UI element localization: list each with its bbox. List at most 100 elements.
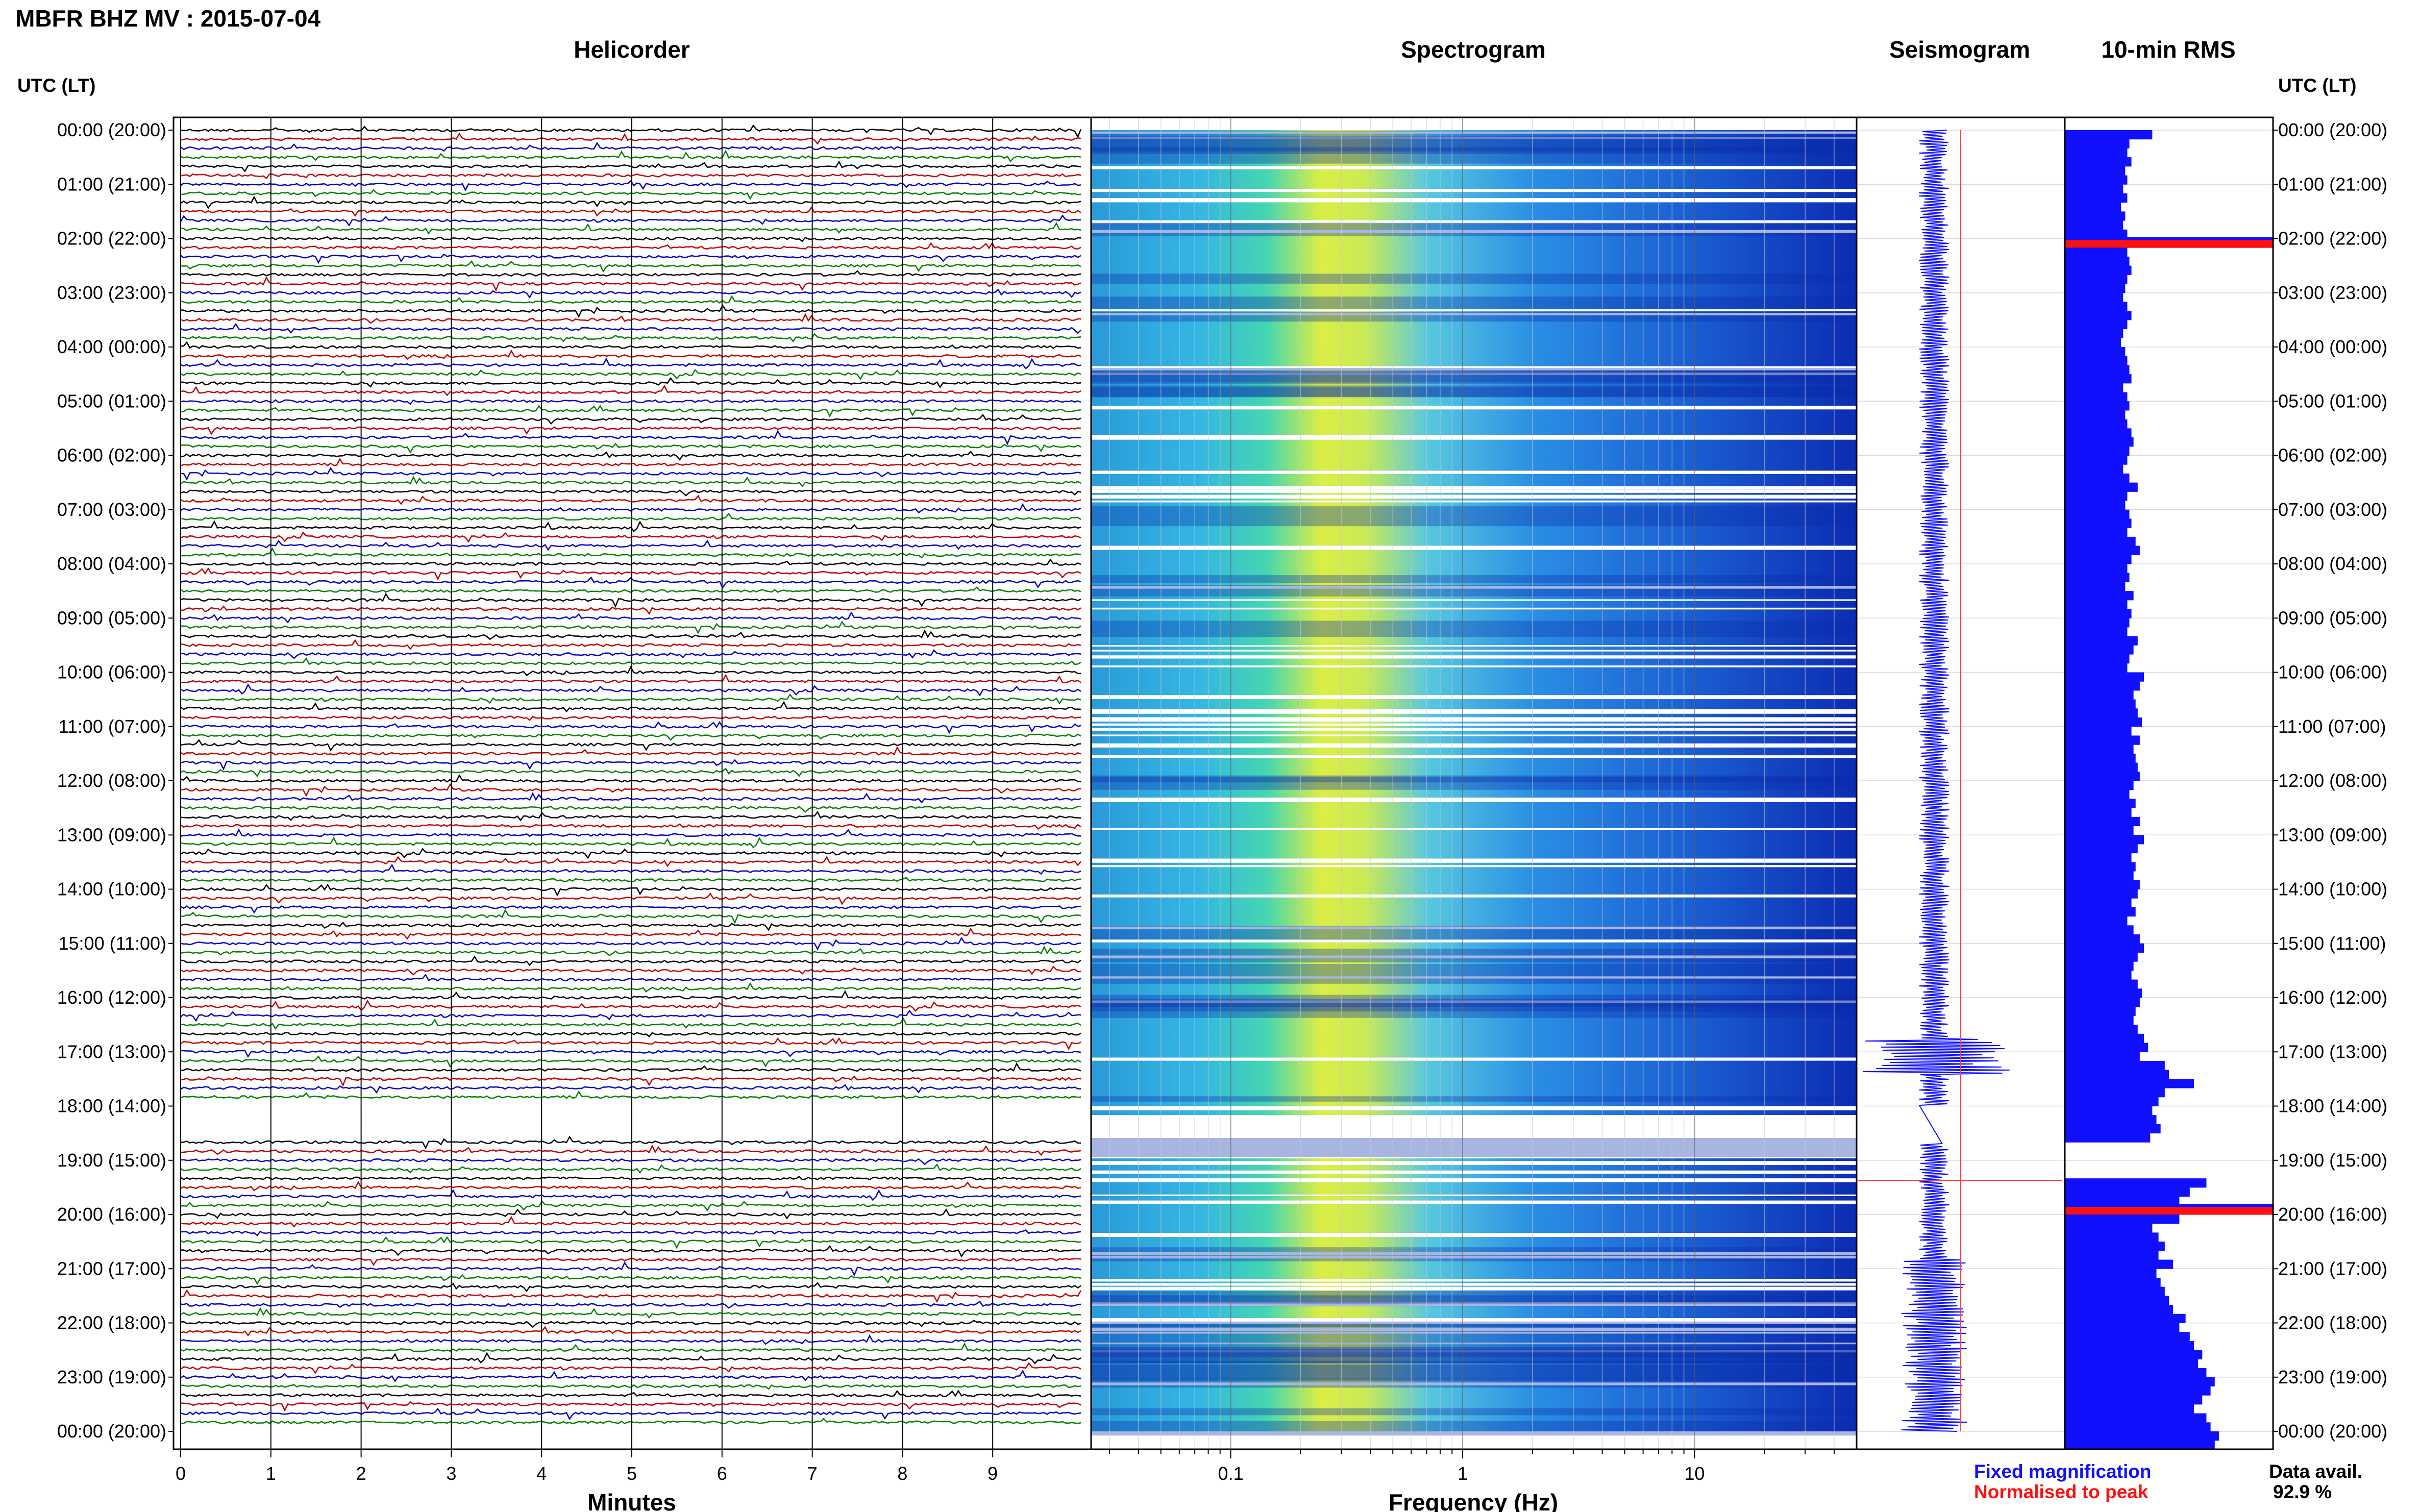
helicorder-trace-row (180, 1300, 1081, 1309)
spectrogram-gap-stripe (1091, 607, 1857, 610)
rms-bar (2065, 1079, 2194, 1088)
spectrogram-gap-stripe (1091, 743, 1857, 748)
spectrogram-gap-stripe (1091, 599, 1857, 601)
spectrogram-gap-stripe (1091, 858, 1857, 863)
helicorder-xtick-2: 2 (356, 1463, 366, 1484)
helicorder-trace-row (180, 1289, 1082, 1303)
time-tick-left-7: 07:00 (03:00) (57, 499, 166, 520)
rms-bar (2065, 302, 2128, 311)
rms-bar (2065, 464, 2124, 474)
spectrogram-band (1091, 949, 1857, 962)
spectrogram-gap-stripe (1091, 755, 1857, 758)
rms-bar (2065, 979, 2138, 989)
spectrogram-band (1091, 575, 1857, 583)
spectrogram-gap-stripe (1091, 1170, 1857, 1174)
spectrogram-gap-stripe (1091, 728, 1857, 731)
spectrogram-band (1091, 274, 1857, 284)
rms-bar (2065, 1196, 2180, 1206)
spectrogram-gap-stripe (1091, 1128, 1857, 1132)
rms-bar (2065, 211, 2126, 221)
helicorder-trace-row (180, 990, 1081, 1000)
spectrogram-gap-stripe (1091, 1302, 1857, 1306)
time-tick-right-14: 14:00 (10:00) (2278, 879, 2387, 900)
spectrogram-band (1091, 147, 1857, 164)
time-tick-right-9: 09:00 (05:00) (2278, 607, 2387, 628)
spectrogram-gap-stripe (1091, 197, 1857, 203)
helicorder-trace-row (180, 1418, 1081, 1425)
helicorder-trace-row (180, 774, 1081, 783)
helicorder-trace-row (180, 936, 1081, 951)
spectrogram-band (1091, 1295, 1857, 1304)
helicorder-trace-row (180, 1188, 1081, 1201)
time-tick-left-14: 14:00 (10:00) (57, 879, 166, 900)
spectrogram-gap-stripe (1091, 894, 1857, 898)
rms-bar (2065, 717, 2142, 727)
rms-bar (2065, 482, 2138, 492)
helicorder-trace-row (180, 982, 1081, 993)
helicorder-trace-row (181, 1384, 1081, 1390)
rms-bar (2065, 175, 2128, 185)
helicorder-trace-row (180, 605, 1081, 615)
rms-bar (2065, 329, 2124, 338)
helicorder-trace-row (180, 746, 1081, 756)
rms-bar (2065, 690, 2134, 700)
spectrogram-gap-stripe (1091, 189, 1857, 192)
spectrogram-gap-stripe (1091, 486, 1857, 489)
time-tick-left-3: 03:00 (23:00) (57, 282, 166, 303)
rms-bar (2065, 410, 2126, 420)
helicorder-trace-row (180, 893, 1081, 905)
helicorder-trace-row (180, 620, 1081, 634)
helicorder-trace-row (180, 494, 1081, 505)
spectrogram-image-bottom (1091, 1158, 1857, 1431)
rms-bar (2065, 853, 2132, 862)
spectrogram-gap-stripe (1091, 1252, 1857, 1256)
helicorder-trace-row (180, 639, 1081, 650)
helicorder-xtick-6: 6 (717, 1463, 727, 1484)
helicorder-trace-row (180, 476, 1081, 487)
legend-normalised-to-peak: Normalised to peak (1974, 1481, 2149, 1502)
time-tick-left-23: 23:00 (19:00) (57, 1367, 166, 1387)
rms-bar (2065, 238, 2273, 248)
helicorder-trace-row (180, 657, 1081, 665)
time-tick-left-8: 08:00 (04:00) (57, 553, 166, 574)
spectrogram-band (1091, 1137, 1857, 1157)
rms-panel (2064, 116, 2274, 1450)
rms-bar (2065, 916, 2128, 926)
helicorder-trace-row (180, 1009, 1081, 1022)
helicorder-trace-row (180, 180, 1081, 192)
spectrogram-band (1091, 1378, 1857, 1388)
spectrogram-band (1091, 964, 1857, 984)
time-tick-right-16: 16:00 (12:00) (2278, 987, 2387, 1008)
spectrogram-band (1091, 385, 1857, 397)
helicorder-trace-row (180, 1320, 1081, 1328)
helicorder-xtick-1: 1 (266, 1463, 276, 1484)
helicorder-trace-row (180, 665, 1081, 677)
rms-bar (2065, 1323, 2180, 1332)
helicorder-trace-row (180, 173, 1081, 180)
rms-bar (2065, 582, 2126, 591)
helicorder-trace-row (180, 759, 1081, 771)
helicorder-trace-row (180, 693, 1081, 705)
time-tick-left-21: 21:00 (17:00) (57, 1258, 166, 1279)
helicorder-trace-row (180, 1075, 1081, 1087)
helicorder-trace-row (180, 883, 1081, 897)
spectrogram-gap-stripe (1091, 717, 1857, 722)
rms-bar (2065, 1431, 2219, 1441)
spectrogram-band (1091, 387, 1857, 398)
helicorder-trace-row (180, 1342, 1081, 1352)
spectrogram-band (1091, 1247, 1857, 1261)
rms-bar (2065, 1386, 2211, 1396)
helicorder-trace-row (180, 1352, 1081, 1365)
helicorder-trace-row (180, 576, 1081, 589)
helicorder-xlabel: Minutes (587, 1489, 676, 1512)
helicorder-trace-row (180, 214, 1081, 227)
helicorder-trace-row (180, 242, 1081, 250)
rms-bar (2065, 745, 2134, 754)
helicorder-trace-row (180, 733, 1081, 741)
rms-bar (2065, 591, 2134, 601)
helicorder-trace-row (180, 715, 1081, 722)
rms-bar (2065, 202, 2121, 212)
rms-bar (2065, 157, 2132, 167)
rms-bar (2065, 1332, 2190, 1342)
